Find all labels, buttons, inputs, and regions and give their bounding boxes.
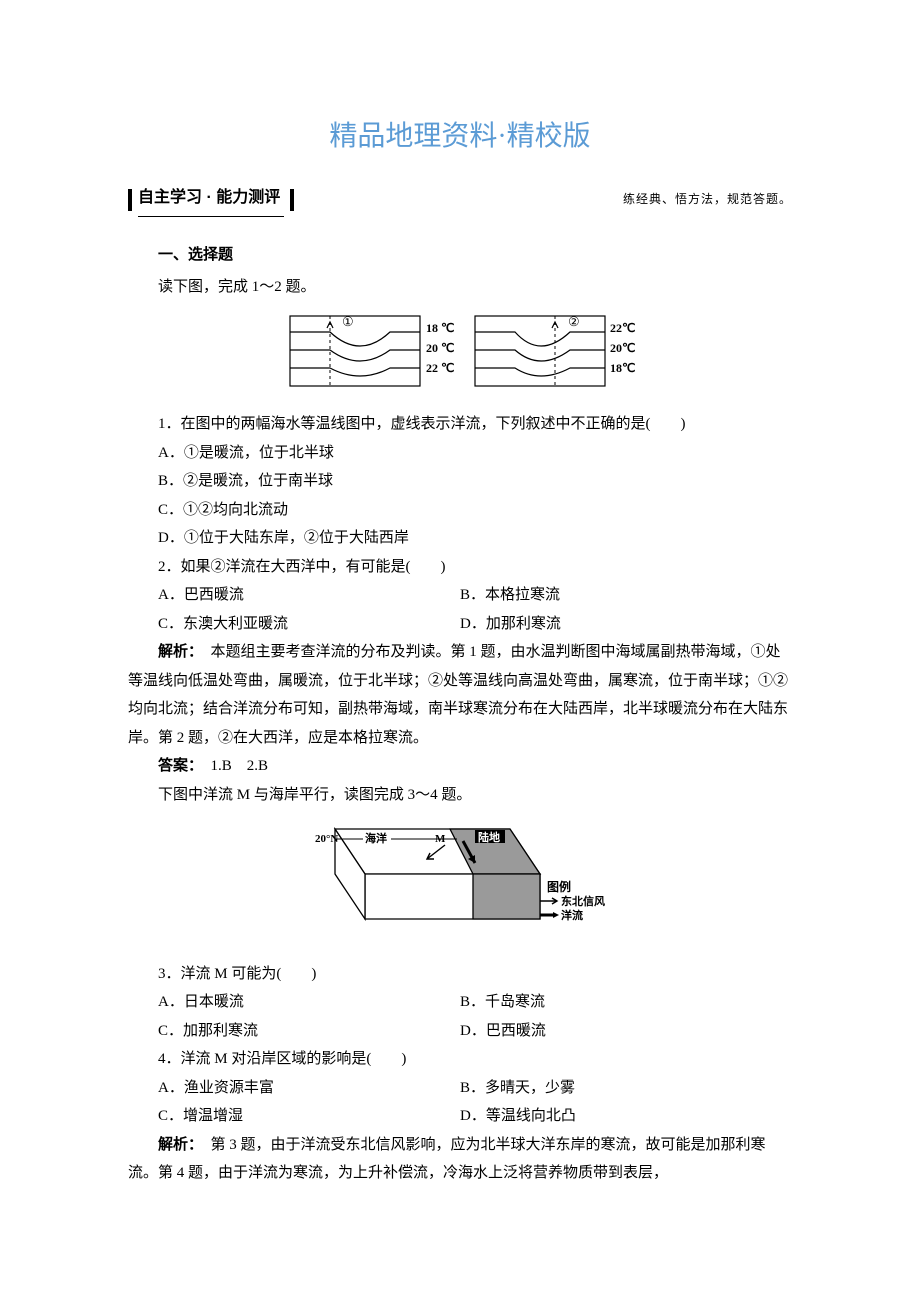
fig1-right-label-1: 20℃ — [610, 341, 635, 355]
q3-row2: C．加那利寒流 D．巴西暖流 — [128, 1017, 792, 1046]
q2-row1: A．巴西暖流 B．本格拉寒流 — [128, 581, 792, 610]
fig2-legend2: 洋流 — [561, 908, 583, 922]
figure-1: ① 18 ℃ 20 ℃ 22 ℃ ② 22℃ 20℃ 18℃ — [128, 312, 792, 401]
explanation-2: 解析： 第 3 题，由于洋流受东北信风影响，应为北半球大洋东岸的寒流，故可能是加… — [128, 1131, 792, 1188]
header-left-text: 自主学习 · 能力测评 — [138, 183, 284, 216]
fig2-M: M — [435, 833, 446, 845]
fig2-land: 陆地 — [478, 830, 500, 844]
q1-B: B．②是暖流，位于南半球 — [128, 467, 792, 496]
header-bar-left — [128, 189, 132, 211]
q4-D: D．等温线向北凸 — [460, 1102, 792, 1131]
ans1-label: 答案： — [158, 757, 196, 774]
section-heading: 一、选择题 — [128, 241, 792, 270]
header-row: 自主学习 · 能力测评 练经典、悟方法，规范答题。 — [128, 183, 792, 216]
header-bar-right — [290, 189, 294, 211]
header-right-text: 练经典、悟方法，规范答题。 — [623, 188, 792, 211]
fig2-ocean: 海洋 — [365, 831, 387, 845]
fig1-left-label-2: 22 ℃ — [426, 361, 454, 375]
q4-C: C．增温增湿 — [128, 1102, 460, 1131]
q2-D: D．加那利寒流 — [460, 610, 792, 639]
fig1-right-circled: ② — [568, 314, 580, 329]
explanation-1: 解析： 本题组主要考查洋流的分布及判读。第 1 题，由水温判断图中海域属副热带海… — [128, 638, 792, 752]
fig2-legend1: 东北信风 — [561, 894, 605, 908]
fig1-left-circled: ① — [342, 314, 354, 329]
q3-row1: A．日本暖流 B．千岛寒流 — [128, 988, 792, 1017]
q3-stem: 3．洋流 M 可能为( ) — [128, 960, 792, 989]
q2-row2: C．东澳大利亚暖流 D．加那利寒流 — [128, 610, 792, 639]
fig2-legend-title: 图例 — [547, 879, 571, 894]
exp2-label: 解析： — [158, 1136, 196, 1153]
q4-stem: 4．洋流 M 对沿岸区域的影响是( ) — [128, 1045, 792, 1074]
figure-2: 20°N 海洋 M 陆地 图例 东北信风 洋流 — [128, 819, 792, 950]
fig1-right-label-0: 22℃ — [610, 321, 635, 335]
q2-stem: 2．如果②洋流在大西洋中，有可能是( ) — [128, 553, 792, 582]
fig2-lat: 20°N — [315, 833, 338, 845]
header-left-box: 自主学习 · 能力测评 — [128, 183, 294, 216]
q4-row1: A．渔业资源丰富 B．多晴天，少雾 — [128, 1074, 792, 1103]
q4-B: B．多晴天，少雾 — [460, 1074, 792, 1103]
q1-A: A．①是暖流，位于北半球 — [128, 439, 792, 468]
q2-C: C．东澳大利亚暖流 — [128, 610, 460, 639]
fig1-right-label-2: 18℃ — [610, 361, 635, 375]
q4-row2: C．增温增湿 D．等温线向北凸 — [128, 1102, 792, 1131]
exp1-text: 本题组主要考查洋流的分布及判读。第 1 题，由水温判断图中海域属副热带海域，①处… — [128, 644, 788, 746]
q3-B: B．千岛寒流 — [460, 988, 792, 1017]
q1-D: D．①位于大陆东岸，②位于大陆西岸 — [128, 524, 792, 553]
exp1-label: 解析： — [158, 643, 196, 660]
intro-1: 读下图，完成 1～2 题。 — [128, 273, 792, 302]
exp2-text: 第 3 题，由于洋流受东北信风影响，应为北半球大洋东岸的寒流，故可能是加那利寒流… — [128, 1137, 766, 1182]
ans1-text: 1.B 2.B — [196, 758, 269, 774]
q3-C: C．加那利寒流 — [128, 1017, 460, 1046]
q3-D: D．巴西暖流 — [460, 1017, 792, 1046]
q4-A: A．渔业资源丰富 — [128, 1074, 460, 1103]
q1-C: C．①②均向北流动 — [128, 496, 792, 525]
answer-1: 答案： 1.B 2.B — [128, 752, 792, 781]
intro-2: 下图中洋流 M 与海岸平行，读图完成 3～4 题。 — [128, 781, 792, 810]
main-title: 精品地理资料·精校版 — [128, 110, 792, 163]
fig1-left-label-1: 20 ℃ — [426, 341, 454, 355]
q2-B: B．本格拉寒流 — [460, 581, 792, 610]
q2-A: A．巴西暖流 — [128, 581, 460, 610]
fig1-left-label-0: 18 ℃ — [426, 321, 454, 335]
q3-A: A．日本暖流 — [128, 988, 460, 1017]
q1-stem: 1．在图中的两幅海水等温线图中，虚线表示洋流，下列叙述中不正确的是( ) — [128, 410, 792, 439]
